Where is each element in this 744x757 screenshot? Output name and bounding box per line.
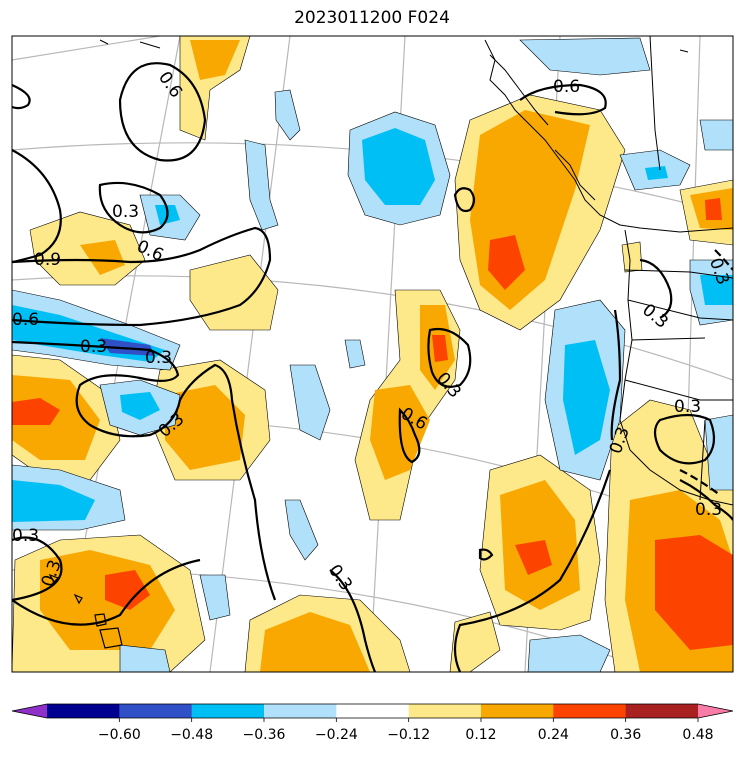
contour-label: 0.6 xyxy=(12,310,39,330)
colorbar-tick-label: −0.48 xyxy=(170,727,213,743)
contour-label: 0.3 xyxy=(674,397,701,417)
contour-lines xyxy=(12,62,733,672)
colorbar-swatch xyxy=(625,704,699,718)
contour-label: 0.9 xyxy=(34,250,61,270)
shading-positive-high xyxy=(12,198,733,650)
contour-label: 0.3 xyxy=(695,500,722,520)
colorbar-tick-label: 0.48 xyxy=(682,727,713,743)
contour-label: 0.6 xyxy=(553,77,580,97)
contour-label: 0.3 xyxy=(80,337,107,357)
colorbar-swatch xyxy=(264,704,337,718)
colorbar-tick-label: −0.36 xyxy=(243,727,286,743)
colorbar-swatch xyxy=(191,704,265,718)
shading-negative-high xyxy=(100,338,155,356)
coastline xyxy=(99,36,733,506)
forecast-map: 0.6 0.6 0.3 0.9 0.6 0.6 0.3 0.3 0.3 0.3 … xyxy=(11,35,734,673)
colorbar-tick-label: −0.12 xyxy=(387,727,430,743)
colorbar-tick-label: −0.24 xyxy=(315,727,358,743)
colorbar-swatch xyxy=(481,704,554,718)
colorbar-tick-label: −0.60 xyxy=(98,727,141,743)
contour-label: 0.3 xyxy=(112,202,139,222)
colorbar-extend-min xyxy=(12,704,47,718)
colorbar-swatch xyxy=(47,704,120,718)
colorbar: −0.60 −0.48 −0.36 −0.24 −0.12 0.12 0.24 0.36 0.4… xyxy=(11,703,734,743)
colorbar-tick-label: 0.36 xyxy=(610,727,641,743)
contour-label: 0.3 xyxy=(145,348,172,368)
map-frame xyxy=(11,35,734,673)
colorbar-outline xyxy=(11,703,734,719)
colorbar-tick-label: 0.24 xyxy=(538,727,569,743)
colorbar-tick-label: 0.12 xyxy=(465,727,496,743)
colorbar-swatch xyxy=(553,704,627,718)
colorbar-swatch xyxy=(336,704,410,718)
contour-lines-dashed xyxy=(679,249,733,496)
colorbar-extend-max xyxy=(698,704,733,718)
contour-label: 0.3 xyxy=(12,526,39,546)
colorbar-swatch xyxy=(408,704,482,718)
colorbar-swatch xyxy=(119,704,193,718)
map-title: 2023011200 F024 xyxy=(294,8,450,28)
